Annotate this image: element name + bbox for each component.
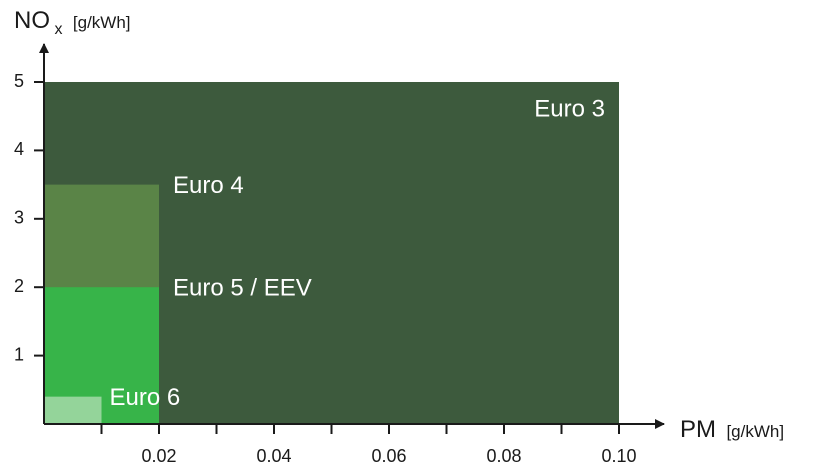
y-tick-label: 3 [14, 208, 24, 228]
x-tick-label: 0.06 [371, 446, 406, 466]
y-tick-label: 4 [14, 139, 24, 159]
y-axis-title-unit: [g/kWh] [73, 13, 131, 32]
y-axis-title-sub: x [54, 21, 62, 38]
x-tick-label: 0.02 [141, 446, 176, 466]
x-tick-label: 0.10 [601, 446, 636, 466]
x-tick-label: 0.08 [486, 446, 521, 466]
region-euro-6 [44, 396, 102, 424]
region-label-euro-3: Euro 3 [534, 95, 605, 122]
region-label-euro-4: Euro 4 [173, 172, 244, 199]
x-axis-title-main: PM [680, 416, 716, 443]
x-tick-label: 0.04 [256, 446, 291, 466]
region-labels: Euro 3 Euro 4 Euro 5 / EEV Euro 6 [110, 95, 606, 411]
y-ticks: 1 2 3 4 5 [14, 71, 44, 364]
y-axis-title-main: NO [14, 7, 50, 34]
x-ticks: 0.02 0.04 0.06 0.08 0.10 [100, 424, 637, 466]
x-axis-title-unit: [g/kWh] [726, 422, 784, 441]
y-tick-label: 5 [14, 71, 24, 91]
y-tick-label: 1 [14, 344, 24, 364]
x-axis-title: PM [g/kWh] [680, 416, 784, 443]
y-tick-label: 2 [14, 276, 24, 296]
region-label-euro-6: Euro 6 [110, 384, 181, 411]
emission-regions [44, 82, 619, 424]
region-label-euro-5-eev: Euro 5 / EEV [173, 275, 312, 302]
y-axis-title: NO x [g/kWh] [14, 7, 131, 38]
